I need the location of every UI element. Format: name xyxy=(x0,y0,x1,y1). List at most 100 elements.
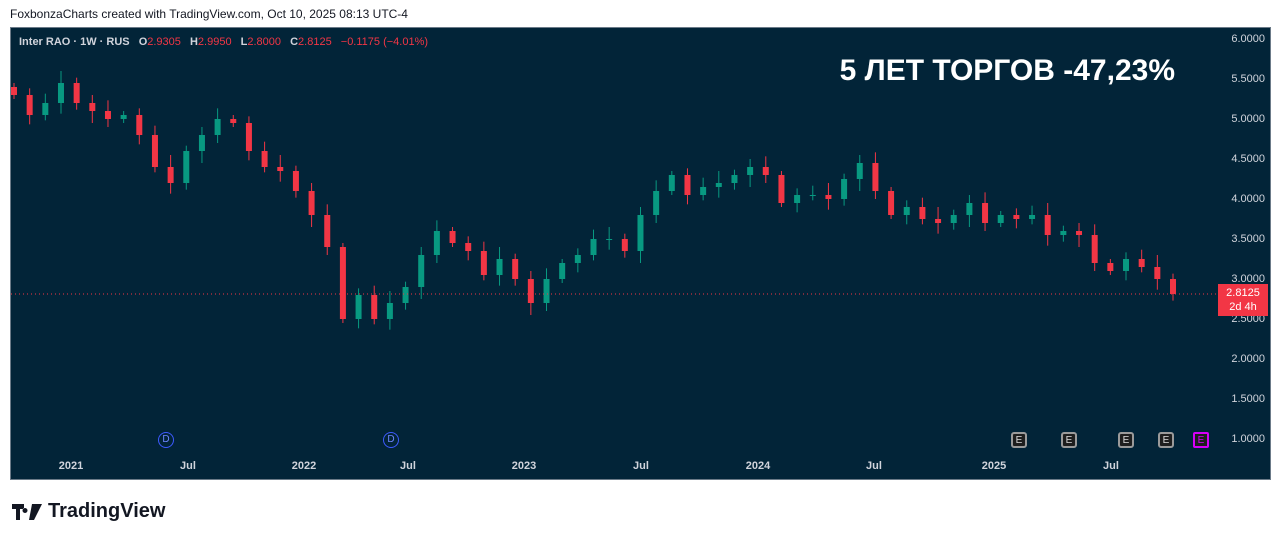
candle-body xyxy=(183,151,190,183)
candle-body xyxy=(903,207,910,215)
earnings-marker[interactable]: E xyxy=(1011,432,1027,448)
price-tick-label: 5.5000 xyxy=(1231,73,1265,85)
candle-body xyxy=(57,83,64,103)
bar-countdown: 2d 4h xyxy=(1229,301,1257,313)
candle-body xyxy=(1170,279,1176,294)
price-tick-label: 2.5000 xyxy=(1231,313,1265,325)
time-tick-label: 2021 xyxy=(58,460,84,472)
candle-body xyxy=(527,279,534,303)
earnings-marker[interactable]: E xyxy=(1158,432,1174,448)
candle-body xyxy=(465,243,472,251)
candle-body xyxy=(778,175,785,203)
candle-body xyxy=(1107,263,1114,271)
candle-body xyxy=(42,103,49,115)
candle-body xyxy=(982,203,989,223)
candle-body xyxy=(371,295,378,319)
candle-body xyxy=(1044,215,1051,235)
candle-body xyxy=(731,175,738,183)
candle-body xyxy=(198,135,205,151)
candle-body xyxy=(543,279,550,303)
candle-body xyxy=(574,255,581,263)
candle-body xyxy=(653,191,660,215)
candle-body xyxy=(621,239,628,251)
price-tick-label: 4.0000 xyxy=(1231,193,1265,205)
chart-panel[interactable]: Inter RAO · 1W · RUS O2.9305 H2.9950 L2.… xyxy=(10,27,1271,480)
candlestick-plot[interactable] xyxy=(11,28,1270,479)
candle-body xyxy=(1091,235,1098,263)
candle-body xyxy=(230,119,237,123)
high-label: H xyxy=(189,36,198,48)
candle-body xyxy=(919,207,926,219)
candle-body xyxy=(966,203,973,215)
candle-body xyxy=(747,167,754,175)
tradingview-wordmark: TradingView xyxy=(48,500,166,522)
low-value: 2.8000 xyxy=(247,36,282,48)
time-tick-label: Jul xyxy=(633,460,649,472)
open-label: O xyxy=(138,36,148,48)
candle-body xyxy=(1029,215,1036,219)
candle-body xyxy=(277,167,284,171)
candle-body xyxy=(339,247,346,319)
change-value: −0.1175 (−4.01%) xyxy=(340,36,429,48)
high-value: 2.9950 xyxy=(197,36,232,48)
candle-body xyxy=(480,251,487,275)
tradingview-logo-icon xyxy=(12,503,42,520)
candle-body xyxy=(89,103,96,111)
current-price-label: 2.8125 2d 4h xyxy=(1218,284,1268,316)
open-value: 2.9305 xyxy=(147,36,181,48)
candle-body xyxy=(11,87,17,95)
candle-body xyxy=(1138,259,1145,267)
candle-body xyxy=(292,171,299,191)
symbol-legend: Inter RAO · 1W · RUS O2.9305 H2.9950 L2.… xyxy=(19,36,428,48)
price-tick-label: 2.0000 xyxy=(1231,353,1265,365)
candle-body xyxy=(762,167,769,175)
candle-body xyxy=(997,215,1004,223)
candle-body xyxy=(73,83,80,103)
candle-body xyxy=(402,287,409,303)
candle-body xyxy=(245,123,252,151)
candle-body xyxy=(856,163,863,179)
upcoming-earnings-marker[interactable]: E xyxy=(1193,432,1209,448)
candle-body xyxy=(308,191,315,215)
candle-body xyxy=(496,259,503,275)
time-tick-label: Jul xyxy=(866,460,882,472)
price-tick-label: 1.5000 xyxy=(1231,393,1265,405)
candle-body xyxy=(261,151,268,167)
candle-body xyxy=(715,183,722,187)
current-price-value: 2.8125 xyxy=(1226,287,1260,299)
candle-body xyxy=(1154,267,1161,279)
time-tick-label: Jul xyxy=(1103,460,1119,472)
candle-body xyxy=(120,115,127,119)
low-label: L xyxy=(240,36,248,48)
candle-body xyxy=(26,95,33,115)
candle-body xyxy=(355,295,362,319)
price-tick-label: 6.0000 xyxy=(1231,33,1265,45)
earnings-marker[interactable]: E xyxy=(1118,432,1134,448)
headline-annotation: 5 ЛЕТ ТОРГОВ -47,23% xyxy=(839,54,1175,87)
time-tick-label: 2024 xyxy=(745,460,771,472)
candle-body xyxy=(167,167,174,183)
chart-caption: FoxbonzaCharts created with TradingView.… xyxy=(10,7,408,21)
candle-body xyxy=(794,195,801,203)
candle-body xyxy=(433,231,440,255)
candle-body xyxy=(841,179,848,199)
candle-body xyxy=(418,255,425,287)
tradingview-logo[interactable]: TradingView xyxy=(12,500,165,523)
candle-body xyxy=(214,119,221,135)
candle-body xyxy=(809,195,816,196)
earnings-marker[interactable]: E xyxy=(1061,432,1077,448)
candle-body xyxy=(668,175,675,191)
candle-body xyxy=(825,195,832,199)
dividend-marker[interactable]: D xyxy=(158,432,174,448)
price-tick-label: 4.5000 xyxy=(1231,153,1265,165)
candle-body xyxy=(449,231,456,243)
candle-body xyxy=(637,215,644,251)
candle-body xyxy=(606,239,613,240)
candle-body xyxy=(1123,259,1130,271)
time-tick-label: 2022 xyxy=(291,460,317,472)
price-tick-label: 3.5000 xyxy=(1231,233,1265,245)
time-tick-label: Jul xyxy=(180,460,196,472)
candle-body xyxy=(512,259,519,279)
candle-body xyxy=(1076,231,1083,235)
dividend-marker[interactable]: D xyxy=(383,432,399,448)
